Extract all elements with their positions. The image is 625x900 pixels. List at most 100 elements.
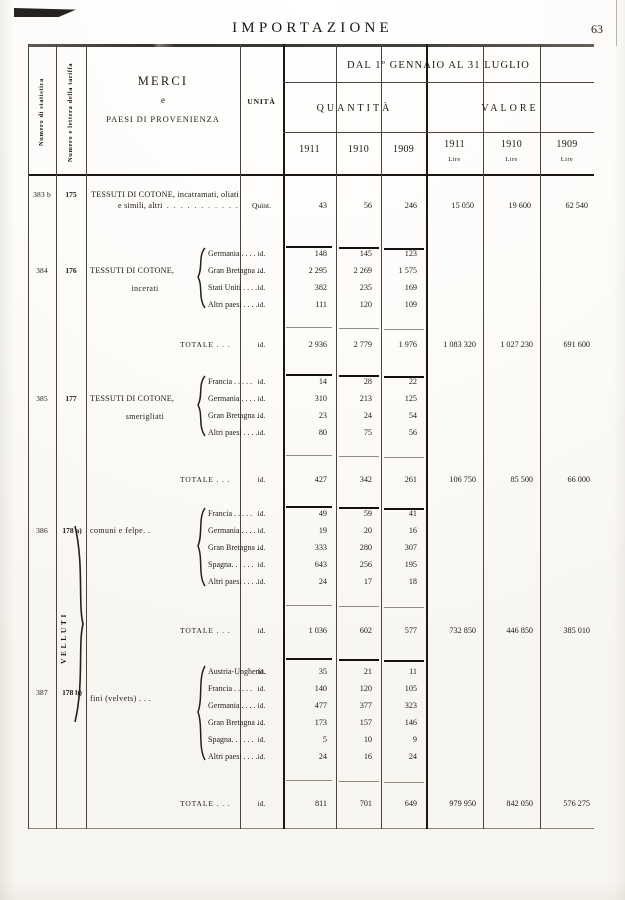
qty-separator [339, 507, 379, 509]
qty-1910: 145 [359, 249, 372, 258]
unit-cell: id. [257, 411, 266, 420]
vrule-merci [240, 44, 241, 829]
total-val-1911: 979 950 [449, 799, 476, 808]
qty-1910: 59 [363, 509, 372, 518]
qty-1911: 80 [318, 428, 327, 437]
unit-cell: id. [257, 735, 266, 744]
goods-description-line1: TESSUTI DI COTONE, [90, 266, 175, 275]
qty-1911: 111 [315, 300, 327, 309]
period-underline [283, 82, 594, 83]
total-val-1909: 385 010 [563, 626, 590, 635]
header-val-lire-1911: Lire [448, 155, 461, 163]
country-label: Gran Bretagna . . [208, 266, 263, 275]
qty-1909: 323 [404, 701, 417, 710]
unit-cell: id. [257, 718, 266, 727]
qty-1911: 23 [318, 411, 327, 420]
total-qty-1909: 1 976 [398, 340, 417, 349]
qty-1910: 2 269 [353, 266, 372, 275]
table-bottom-rule [28, 828, 594, 829]
total-qty-1911: 811 [315, 799, 327, 808]
qty-separator [339, 781, 379, 782]
tariff-number: 177 [65, 394, 77, 403]
goods-description-line1: TESSUTI DI COTONE, incatramati, oliati [91, 190, 239, 199]
total-val-1911: 1 083 320 [443, 340, 476, 349]
total-qty-1910: 602 [359, 626, 372, 635]
total-val-1910: 446 850 [506, 626, 533, 635]
unit-cell: id. [257, 300, 266, 309]
total-qty-1909: 649 [404, 799, 417, 808]
goods-description-sub: fini (velvets) . . . [90, 694, 152, 703]
total-label: TOTALE . . . [180, 475, 231, 484]
header-qty-year-1910: 1910 [347, 143, 370, 155]
qty-1910: 21 [363, 667, 372, 676]
qty-1909: 11 [409, 667, 417, 676]
qty-1911: 173 [314, 718, 327, 727]
total-val-1911: 732 850 [449, 626, 476, 635]
country-label: Germania . . . . [208, 394, 256, 403]
qty-separator [339, 606, 379, 607]
unit-cell: id. [257, 394, 266, 403]
header-val-year-1911: 1911 [444, 139, 465, 150]
country-label: Altri paesi . . . . [208, 428, 258, 437]
qty-1909: 56 [408, 428, 417, 437]
stat-number: 386 [36, 526, 48, 535]
qty-1909: 195 [404, 560, 417, 569]
qty-1911: 5 [322, 735, 327, 744]
qty-separator [384, 607, 424, 608]
goods-description-line2: e simili, altri [118, 201, 163, 210]
header-qty-year-1911: 1911 [299, 143, 320, 155]
total-val-1910: 1 027 230 [500, 340, 533, 349]
goods-description-sub: comuni e felpe. . [90, 526, 151, 535]
group-underline [283, 132, 594, 133]
header-group-valore: VALORE [481, 102, 539, 114]
qty-1909: 146 [404, 718, 417, 727]
country-group-brace [197, 375, 206, 437]
qty-1909: 123 [404, 249, 417, 258]
unit-cell: id. [257, 684, 266, 693]
qty-separator [339, 456, 379, 457]
total-label: TOTALE . . . [180, 799, 231, 808]
total-qty-1911: 2 936 [308, 340, 327, 349]
tariff-number: 175 [65, 190, 77, 199]
qty-separator [286, 455, 332, 456]
qty-1909: 18 [408, 577, 417, 586]
country-label: Stati Uniti . . . . [208, 283, 258, 292]
qty-separator [286, 327, 332, 328]
country-label: Germania . . . . [208, 249, 256, 258]
qty-separator [339, 659, 379, 661]
country-label: Altri paesi . . . . [208, 752, 258, 761]
qty-1911: 310 [314, 394, 327, 403]
val-1910: 19 600 [508, 201, 531, 210]
qty-1911: 2 295 [308, 266, 327, 275]
qty-1909: 307 [404, 543, 417, 552]
total-qty-1909: 577 [404, 626, 417, 635]
unit-cell: id. [257, 283, 266, 292]
tariff-number: 178 b) [62, 688, 82, 697]
qty-separator [384, 376, 424, 378]
unit-cell: id. [257, 752, 266, 761]
qty-1909: 1 575 [398, 266, 417, 275]
qty-1910: 16 [363, 752, 372, 761]
header-val-lire-1910: Lire [505, 155, 518, 163]
unit-cell: id. [257, 577, 266, 586]
unit-cell: id. [257, 667, 266, 676]
qty-1909: 54 [408, 411, 417, 420]
qty-separator [384, 660, 424, 662]
country-group-brace [197, 247, 206, 309]
vrule-statnum [56, 44, 57, 829]
statistics-table: Numero di statistica Numero e lettera de… [28, 44, 594, 829]
tariff-number: 178 a) [62, 526, 82, 535]
qty-1911: 643 [314, 560, 327, 569]
unit-cell: id. [257, 340, 266, 349]
unit-cell: id. [257, 526, 266, 535]
qty-1910: 280 [359, 543, 372, 552]
qty-1910: 20 [363, 526, 372, 535]
qty-1909: 9 [412, 735, 417, 744]
unit-cell: id. [257, 428, 266, 437]
qty-separator [286, 780, 332, 781]
header-val-lire-1909: Lire [560, 155, 574, 163]
country-label: Gran Bretagna . . [208, 718, 263, 727]
header-stat-number: Numero di statistica [37, 78, 45, 146]
qty-separator [384, 248, 424, 250]
country-label: Altri paesi . . . . [208, 577, 258, 586]
